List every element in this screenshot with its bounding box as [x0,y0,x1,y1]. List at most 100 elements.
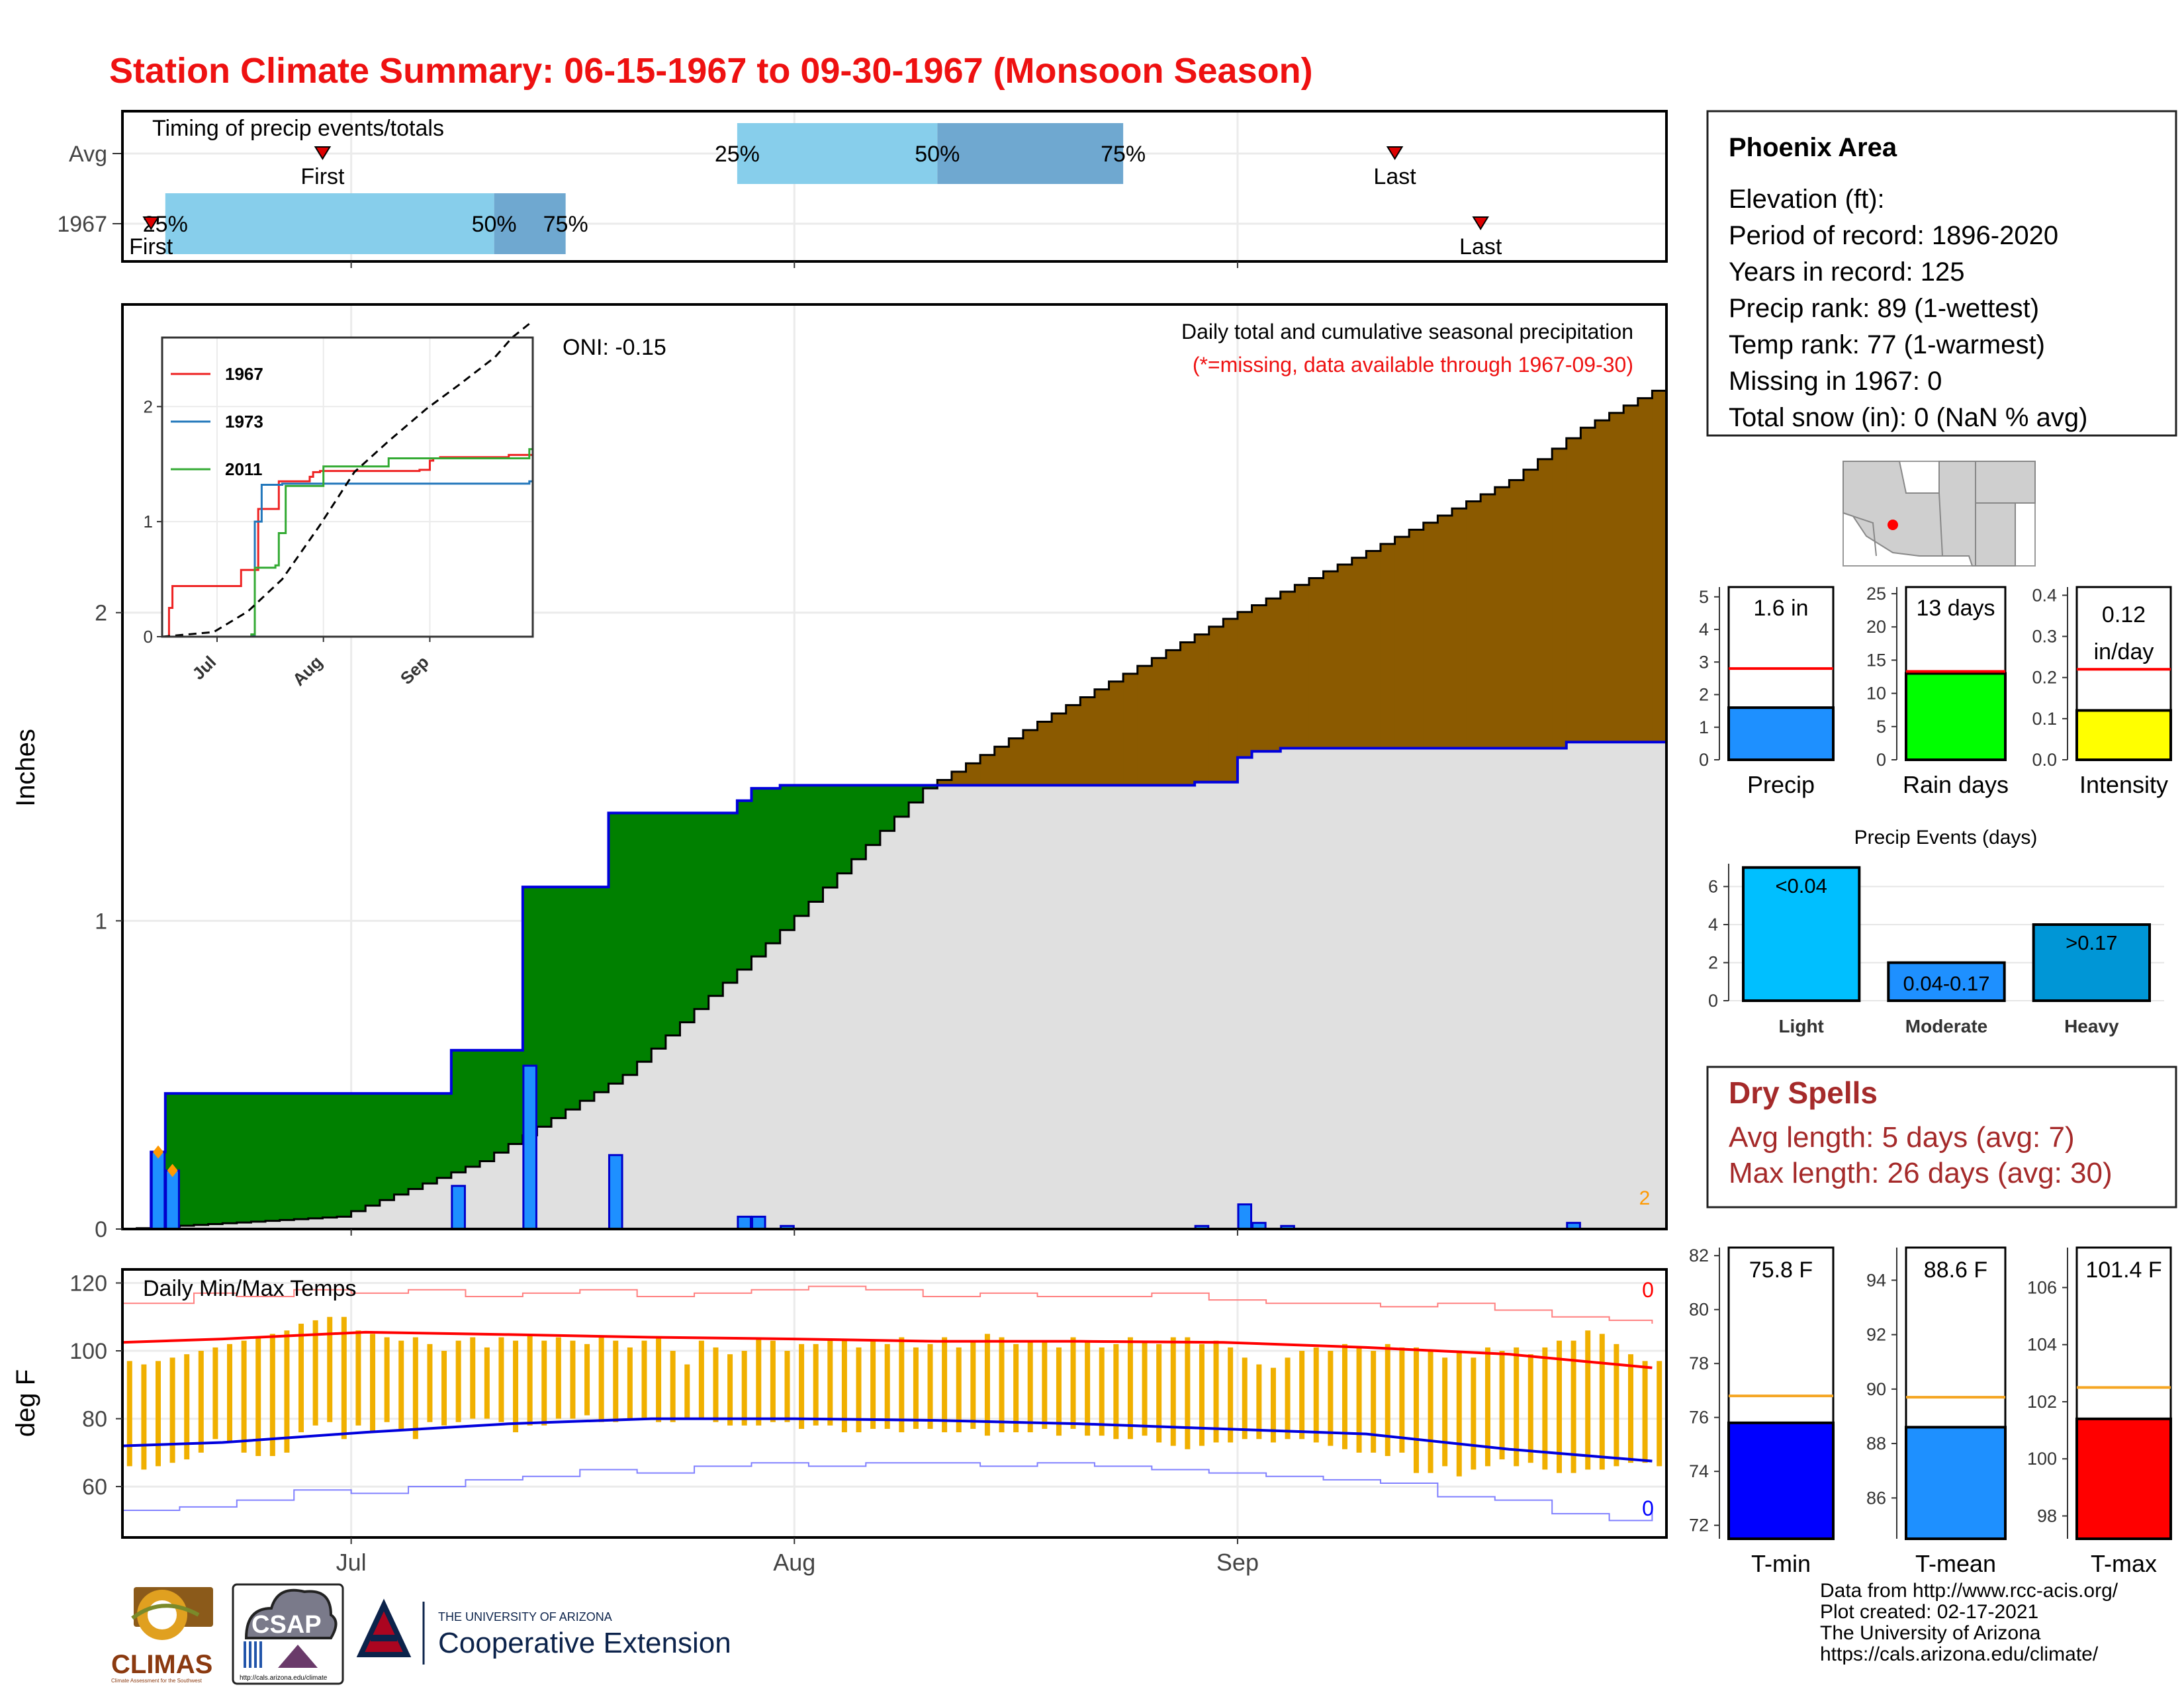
baseline-fill [937,785,952,1229]
dry-spells-avg: Avg length: 5 days (avg: 7) [1729,1121,2075,1154]
timing-label-25: 25% [715,142,760,167]
above-average-fill [894,785,909,817]
rain-days-summary-bar [1905,672,2007,761]
daily-temp-range-bar [198,1351,204,1453]
daily-temp-range-bar [799,1344,805,1429]
temp-y-tick-label: 80 [82,1407,107,1432]
events-y-tick-label: 6 [1708,877,1718,897]
events-bar-moderate [1887,961,2006,1002]
rain-days-summary-category-label: Rain days [1903,771,2009,798]
info-elevation: Elevation (ft): [1729,185,1885,214]
footer-data-source: Data from http://www.rcc-acis.org/ [1820,1580,2118,1602]
above-average-fill [909,785,924,803]
baseline-fill [394,1194,409,1229]
daily-temp-range-bar [1228,1347,1234,1443]
tmin-summary-y-tick-label: 78 [1689,1353,1709,1373]
tmean-summary-category-label: T-mean [1915,1550,1996,1577]
events-bar-light [1742,866,1861,1002]
events-y-tick-label: 4 [1708,915,1718,935]
above-average-fill [451,1050,467,1173]
daily-temp-range-bar [1599,1334,1605,1470]
csap-logo: CSAP http://cals.arizona.edu/climate [232,1583,344,1685]
baseline-fill [179,1226,195,1229]
precip-summary-category-label: Precip [1747,771,1815,798]
above-average-fill [594,887,610,1093]
timing-bar-25-50 [737,123,938,184]
below-average-fill [1409,529,1424,749]
daily-temp-range-bar [427,1344,433,1422]
baseline-fill [1223,782,1238,1229]
above-average-fill [279,1093,295,1220]
baseline-fill [1423,748,1438,1229]
below-average-fill [1637,398,1653,743]
station-info-box: Phoenix Area Elevation (ft): Period of r… [1706,110,2177,437]
baseline-fill [1494,748,1510,1229]
baseline-fill [222,1223,238,1229]
below-average-fill [1480,494,1496,749]
above-average-fill [480,1050,495,1162]
daily-temp-range-bar [1013,1344,1019,1433]
daily-temp-range-bar [212,1347,218,1440]
daily-temp-range-bar [555,1337,561,1419]
baseline-fill [1237,757,1253,1229]
baseline-fill [1594,742,1610,1229]
daily-temp-range-bar [1127,1337,1133,1440]
below-average-fill [1037,721,1052,786]
above-average-fill [794,785,809,916]
above-average-fill [565,887,580,1110]
daily-temp-range-bar [1614,1344,1619,1467]
baseline-fill [465,1166,480,1229]
daily-temp-range-bar [584,1344,590,1416]
daily-temp-range-bar [884,1344,890,1429]
baseline-fill [1037,785,1052,1229]
tmax-summary-y-tick-label: 104 [2027,1335,2057,1355]
info-missing: Missing in 1967: 0 [1729,367,1942,396]
above-average-fill [608,813,623,1084]
timing-last-marker [1472,216,1489,230]
below-average-fill [1509,480,1524,749]
daily-temp-range-bar [684,1364,690,1419]
tmin-summary-value-label: 75.8 F [1749,1257,1813,1283]
baseline-fill [565,1109,580,1229]
baseline-fill [1123,785,1138,1229]
intensity-summary-y-tick-label: 0.0 [2032,750,2057,770]
inset-legend-label-1967: 1967 [225,364,263,384]
inset-y-tick-label: 0 [144,627,153,647]
average-min-line [122,1417,1653,1463]
timing-bar-25-50 [165,193,494,254]
daily-temp-range-bar [1527,1354,1533,1463]
baseline-fill [1466,748,1481,1229]
below-average-fill [1323,571,1338,749]
tmin-summary-y-tick-label: 72 [1689,1516,1709,1535]
ua-logo: THE UNIVERSITY OF ARIZONA Cooperative Ex… [356,1598,731,1665]
baseline-fill [1180,785,1195,1229]
baseline-fill [723,982,738,1229]
below-average-fill [1566,438,1581,743]
rain-days-summary-y-tick-label: 25 [1866,584,1886,604]
daily-temp-range-bar [641,1340,647,1419]
daily-temp-range-bar [169,1357,175,1463]
daily-temp-range-bar [999,1337,1005,1433]
baseline-fill [866,845,881,1229]
daily-precip-bar [751,1215,766,1230]
below-average-fill [937,780,952,786]
temp-y-tick-label: 100 [69,1339,107,1364]
above-average-fill [837,785,852,874]
tmax-summary-y-tick-label: 106 [2027,1277,2057,1297]
daily-temp-range-bar [1413,1347,1419,1473]
daily-temp-range-bar [1099,1347,1105,1436]
timing-label-last: Last [1459,234,1502,259]
below-average-fill [1237,612,1253,758]
baseline-fill [208,1224,223,1229]
daily-temp-range-bar [1242,1357,1248,1440]
intensity-summary-y-tick-label: 0.1 [2032,709,2057,729]
daily-temp-range-bar [942,1337,948,1433]
timing-title: Timing of precip events/totals [152,116,444,141]
timing-frame [121,110,1668,263]
baseline-fill [236,1222,252,1229]
daily-temp-range-bar [927,1344,933,1429]
below-average-fill [1023,730,1038,786]
daily-temp-range-bar [498,1337,504,1422]
below-average-fill [1180,642,1195,786]
